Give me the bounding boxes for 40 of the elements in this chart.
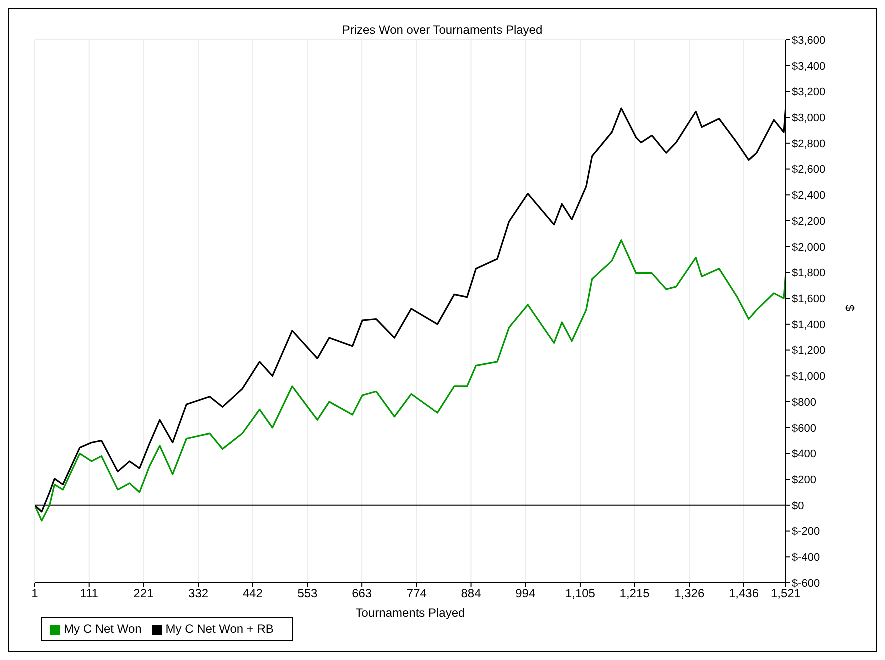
y-tick-label: $2,600	[792, 164, 826, 176]
x-tick-label: 442	[242, 586, 264, 601]
x-tick-label: 111	[80, 586, 99, 601]
y-axis-title: $	[842, 304, 857, 312]
legend-label: My C Net Won + RB	[166, 622, 274, 636]
y-tick-label: $2,200	[792, 216, 826, 228]
x-tick-label: 994	[516, 586, 536, 601]
legend-label: My C Net Won	[64, 622, 142, 636]
x-tick-label: 221	[134, 586, 154, 601]
x-tick-label: 774	[406, 586, 428, 601]
x-tick-label: 1	[32, 586, 39, 601]
x-tick-label: 884	[461, 586, 482, 601]
y-tick-label: $1,000	[792, 371, 826, 384]
y-tick-label: $-200	[792, 526, 820, 538]
y-tick-label: $1,800	[792, 268, 826, 280]
y-tick-label: $400	[792, 448, 816, 461]
y-tick-label: $3,000	[792, 112, 826, 124]
y-tick-label: $600	[792, 422, 816, 435]
y-tick-label: $1,400	[792, 319, 826, 332]
chart-title: Prizes Won over Tournaments Played	[342, 23, 543, 37]
y-tick-label: $800	[792, 396, 816, 409]
y-tick-label: $3,600	[792, 34, 826, 47]
x-tick-label: 663	[352, 586, 372, 601]
x-tick-label: 1,105	[565, 586, 596, 601]
x-tick-label: 553	[298, 586, 318, 601]
x-tick-label: 1,436	[728, 586, 760, 601]
y-tick-label: $2,400	[792, 190, 826, 202]
y-tick-label: $1,600	[792, 293, 826, 306]
x-tick-label: 1,326	[674, 586, 705, 601]
y-tick-label: $-400	[792, 552, 820, 564]
y-tick-label: $2,000	[792, 242, 826, 254]
y-tick-label: $2,800	[792, 138, 826, 150]
x-axis-title: Tournaments Played	[356, 606, 466, 620]
y-tick-label: $200	[792, 474, 816, 486]
x-tick-label: 332	[188, 586, 209, 601]
y-tick-label: $3,200	[792, 86, 826, 99]
y-tick-label: $1,200	[792, 345, 826, 358]
x-tick-label: 1,215	[620, 586, 650, 601]
y-tick-label: $3,400	[792, 60, 826, 73]
y-tick-label: $0	[792, 500, 804, 512]
